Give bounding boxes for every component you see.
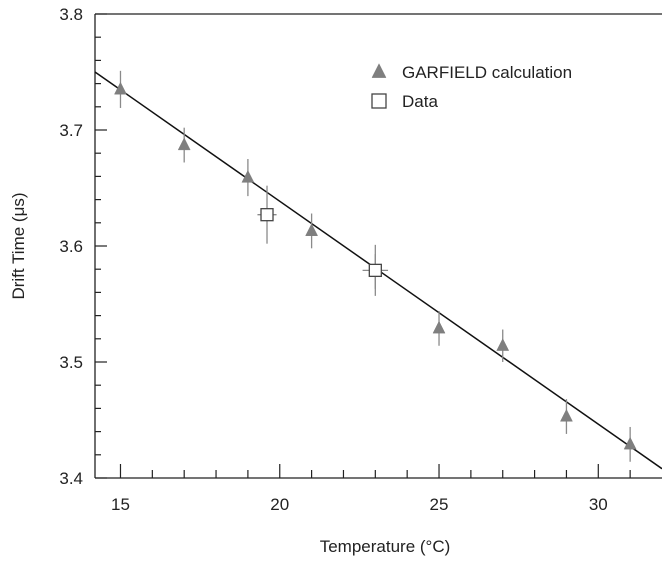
triangle-marker (114, 81, 127, 95)
garfield-point (305, 213, 319, 249)
x-tick-label: 20 (270, 495, 289, 514)
axes-layer: 3.4 3.5 3.6 3.7 3.8 15 20 25 30 (59, 5, 662, 514)
x-tick-label: 15 (111, 495, 130, 514)
garfield-point (560, 399, 573, 434)
garfield-point (241, 159, 255, 197)
triangle-marker (496, 338, 510, 351)
y-tick-label: 3.8 (59, 5, 83, 24)
y-tick-label: 3.7 (59, 121, 83, 140)
data-points-layer (114, 70, 637, 462)
square-marker (260, 208, 274, 222)
data-point (362, 244, 389, 296)
y-tick-label: 3.5 (59, 353, 83, 372)
y-axis-title: Drift Time (μs) (9, 192, 28, 299)
triangle-marker (177, 137, 191, 151)
y-tick-label: 3.6 (59, 237, 83, 256)
garfield-point (496, 329, 510, 362)
garfield-point (432, 310, 446, 346)
legend-triangle-icon (371, 63, 387, 78)
legend-label-data: Data (402, 92, 438, 111)
square-marker (368, 263, 382, 278)
legend-label-garfield: GARFIELD calculation (402, 63, 572, 82)
legend: GARFIELD calculation Data (371, 63, 572, 111)
triangle-marker (305, 223, 319, 236)
triangle-marker (623, 436, 637, 450)
legend-square-icon (371, 93, 387, 109)
triangle-marker (241, 169, 255, 183)
data-point (257, 185, 277, 244)
y-tick-label: 3.4 (59, 469, 83, 488)
triangle-marker (560, 408, 573, 422)
garfield-point (623, 426, 637, 462)
x-tick-label: 30 (589, 495, 608, 514)
garfield-point (177, 127, 191, 163)
x-tick-label: 25 (430, 495, 449, 514)
triangle-marker (432, 320, 446, 334)
x-axis-title: Temperature (°C) (320, 537, 451, 556)
garfield-point (114, 70, 127, 108)
